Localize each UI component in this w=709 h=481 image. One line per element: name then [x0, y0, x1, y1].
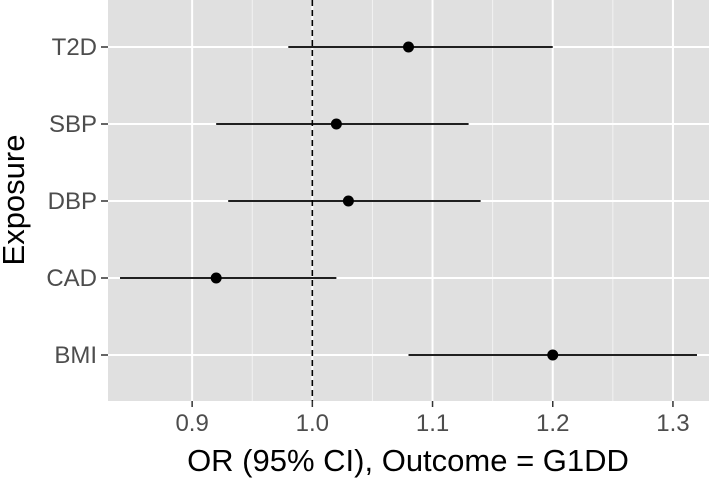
y-tick-label: DBP: [48, 188, 97, 215]
point-estimate-bmi: [547, 349, 559, 361]
x-tick-label: 0.9: [175, 410, 208, 437]
point-estimate-t2d: [403, 41, 414, 53]
point-estimate-dbp: [342, 195, 354, 207]
y-tick-label: CAD: [46, 265, 97, 292]
y-tick-label: SBP: [49, 111, 97, 138]
x-tick-label: 1.1: [416, 410, 449, 437]
y-axis-title: Exposure: [0, 135, 31, 266]
point-estimate-cad: [210, 272, 222, 284]
x-tick-label: 1.2: [536, 410, 569, 437]
x-axis-title: OR (95% CI), Outcome = G1DD: [187, 443, 629, 478]
y-tick-label: T2D: [52, 34, 97, 61]
y-tick-labels: T2D SBP DBP CAD BMI: [46, 34, 108, 369]
x-tick-labels: 0.9 1.0 1.1 1.2 1.3: [175, 401, 690, 437]
x-tick-label: 1.3: [656, 410, 689, 437]
y-tick-label: BMI: [54, 342, 97, 369]
estimate-marks: [120, 41, 697, 361]
x-tick-label: 1.0: [296, 410, 329, 437]
point-estimate-sbp: [330, 118, 342, 130]
